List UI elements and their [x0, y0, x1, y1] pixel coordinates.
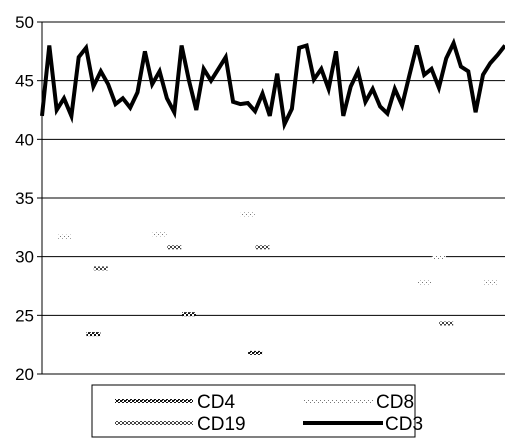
y-tick-label: 35 [15, 189, 34, 208]
legend-swatch-cd19 [115, 421, 193, 425]
series-segment-cd19 [93, 266, 108, 271]
y-tick-label: 50 [15, 13, 34, 32]
y-tick-label: 30 [15, 248, 34, 267]
series-segment-cd8 [240, 212, 255, 217]
y-tick-label: 25 [15, 306, 34, 325]
series-segment-cd8 [483, 280, 498, 285]
legend-swatch-cd4 [115, 399, 193, 403]
gridlines [42, 21, 505, 375]
series-layer [40, 37, 505, 355]
legend-label-cd8: CD8 [376, 392, 414, 413]
series-line-cd3 [40, 37, 505, 131]
series-segment-cd8 [57, 234, 71, 239]
axes: 20 25 30 35 40 45 50 [15, 13, 505, 384]
legend: CD4 CD8 CD19 CD3 [91, 384, 423, 438]
y-tick-label: 45 [15, 72, 34, 91]
y-tick-label: 20 [15, 365, 34, 384]
series-segment-cd19 [255, 245, 270, 250]
legend-label-cd4: CD4 [197, 392, 235, 413]
series-segment-cd8 [152, 232, 167, 237]
series-segment-cd4 [182, 312, 196, 317]
series-segment-cd4 [248, 350, 263, 355]
legend-swatch-cd8 [303, 399, 373, 403]
series-segment-cd8 [431, 255, 446, 260]
series-segment-cd19 [167, 245, 182, 250]
legend-label-cd3: CD3 [385, 414, 423, 435]
series-segment-cd4 [86, 332, 101, 337]
y-tick-label: 40 [15, 130, 34, 149]
legend-label-cd19: CD19 [197, 414, 246, 435]
series-segment-cd8 [417, 280, 432, 285]
legend-box [91, 384, 416, 438]
series-segment-cd19 [439, 321, 454, 326]
